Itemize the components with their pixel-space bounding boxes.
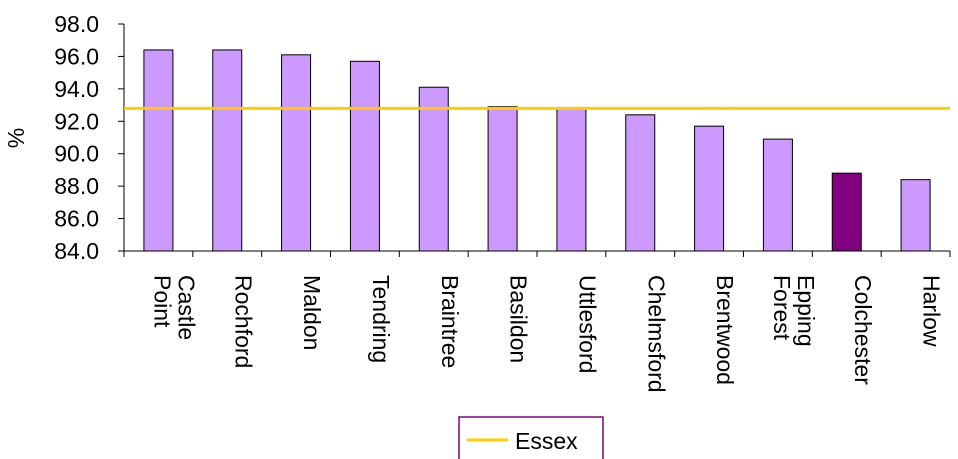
y-tick-label: 90.0 bbox=[54, 141, 99, 167]
category-label: Uttlesford bbox=[574, 275, 600, 373]
bar-basildon bbox=[487, 106, 518, 252]
category-label: Forest bbox=[769, 275, 795, 341]
bar-maldon bbox=[281, 54, 312, 252]
category-label: Castle bbox=[173, 275, 199, 340]
y-tick-label: 84.0 bbox=[54, 238, 99, 264]
y-tick-label: 98.0 bbox=[54, 11, 99, 37]
y-tick-label: 94.0 bbox=[54, 76, 99, 102]
y-tick-labels: 84.0 86.0 88.0 90.0 92.0 94.0 96.0 98.0 bbox=[54, 11, 99, 264]
bar-harlow bbox=[900, 179, 931, 252]
bar-rochford bbox=[212, 49, 243, 252]
legend-label-essex: Essex bbox=[515, 428, 578, 454]
category-label: Brentwood bbox=[712, 275, 738, 385]
category-label: Point bbox=[149, 275, 175, 328]
category-label: Braintree bbox=[437, 275, 463, 368]
bar-tendring bbox=[349, 60, 380, 252]
bar-chelmsford bbox=[625, 114, 656, 252]
y-tick-label: 92.0 bbox=[54, 108, 99, 134]
bar-brentwood bbox=[694, 125, 725, 252]
bar-braintree bbox=[418, 86, 449, 252]
category-label: Maldon bbox=[299, 275, 325, 350]
legend-box bbox=[458, 416, 604, 459]
bar-epping-forest bbox=[762, 138, 793, 252]
axes bbox=[118, 23, 951, 257]
y-tick-label: 96.0 bbox=[54, 43, 99, 69]
category-label: Basildon bbox=[506, 275, 532, 363]
bar-uttlesford bbox=[556, 107, 587, 252]
y-axis-label: % bbox=[3, 128, 29, 148]
bar-colchester bbox=[831, 172, 862, 252]
category-label: Chelmsford bbox=[643, 275, 669, 393]
y-tick-label: 86.0 bbox=[54, 206, 99, 232]
bar-castle-point bbox=[143, 49, 174, 252]
category-label: Harlow bbox=[919, 275, 945, 347]
category-label: Rochford bbox=[230, 275, 256, 368]
bars bbox=[143, 49, 931, 252]
category-label: Tendring bbox=[368, 275, 394, 363]
category-label: Epping bbox=[793, 275, 819, 347]
y-tick-label: 88.0 bbox=[54, 173, 99, 199]
legend: Essex bbox=[458, 416, 604, 459]
category-label: Colchester bbox=[850, 275, 876, 385]
